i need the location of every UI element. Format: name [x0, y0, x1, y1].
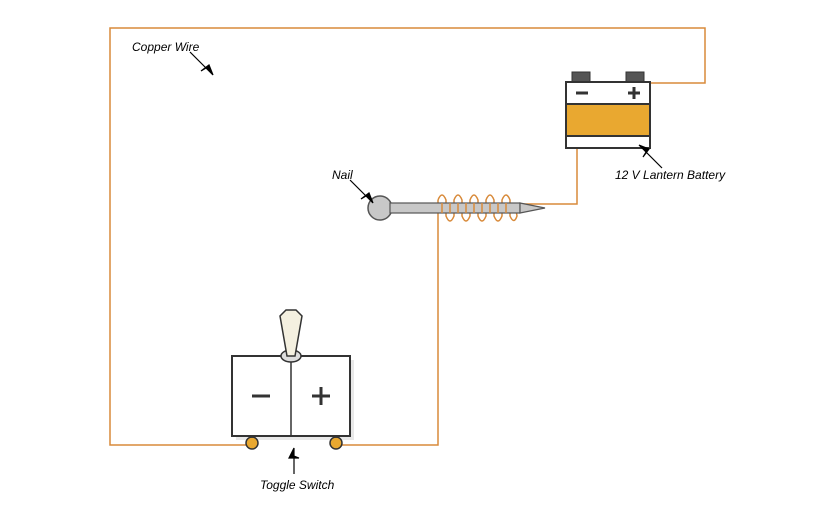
- toggle-switch-label: Toggle Switch: [260, 478, 334, 492]
- lantern-battery: [566, 72, 650, 148]
- circuit-diagram: [0, 0, 830, 515]
- toggle-switch: [232, 310, 354, 449]
- nail: [368, 195, 545, 221]
- battery-label: 12 V Lantern Battery: [615, 168, 725, 182]
- nail-label: Nail: [332, 168, 353, 182]
- copper-wire-label: Copper Wire: [132, 40, 199, 54]
